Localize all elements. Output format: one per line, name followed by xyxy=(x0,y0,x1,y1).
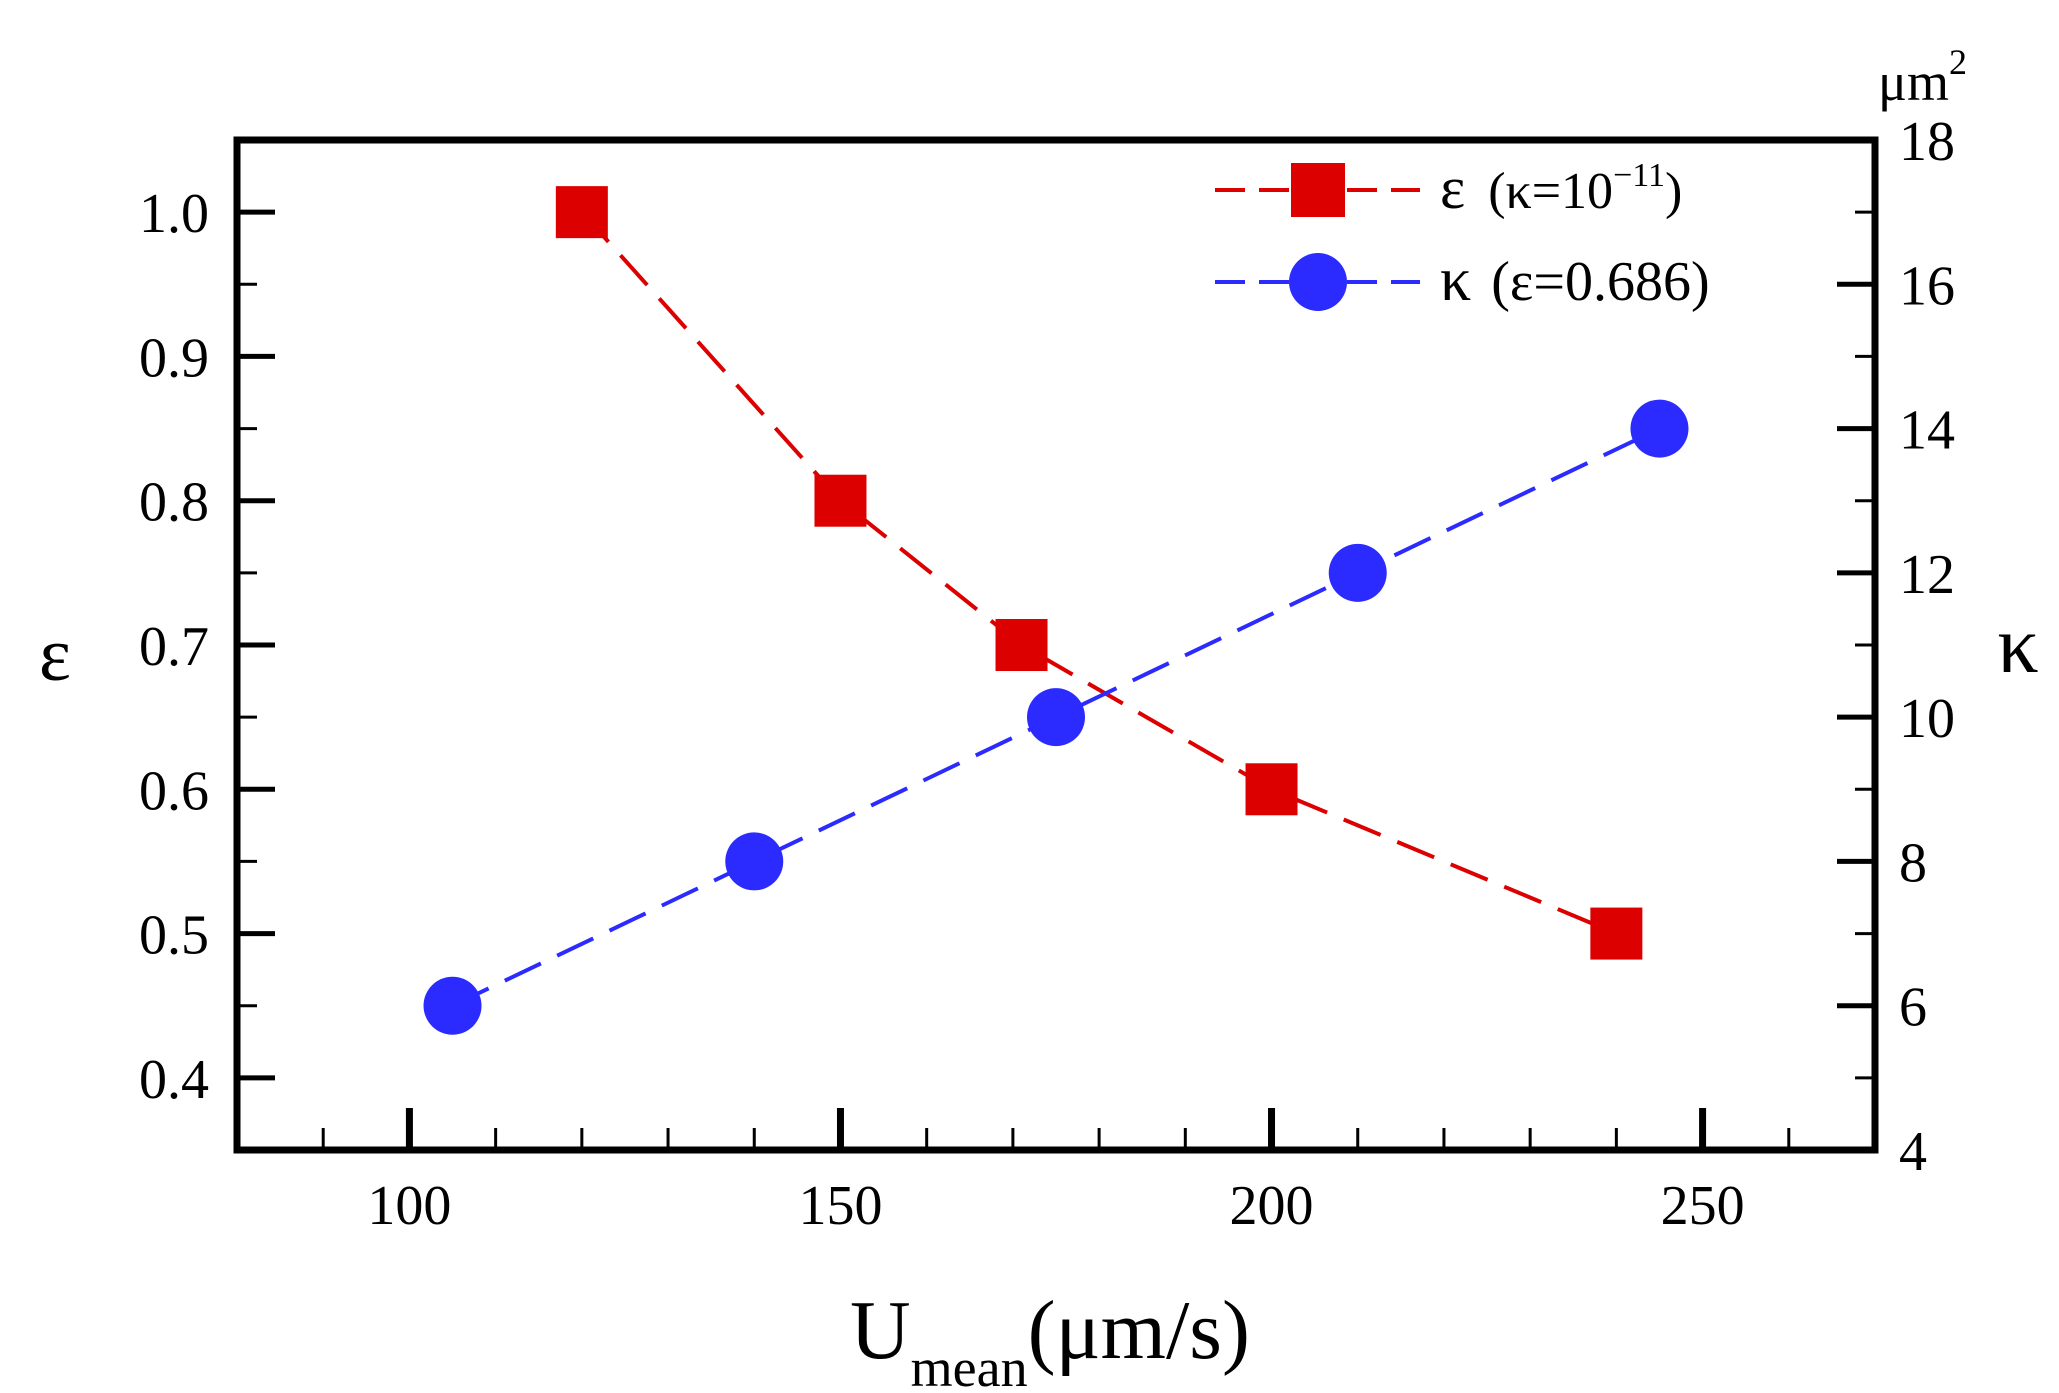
right-axis-unit-exponent: 2 xyxy=(1949,42,1967,82)
marker-kappa xyxy=(423,976,482,1035)
y-right-tick-label: 16 xyxy=(1899,255,1955,317)
marker-kappa xyxy=(1328,543,1387,602)
x-tick-label: 250 xyxy=(1661,1175,1745,1237)
legend-epsilon-close: ) xyxy=(1665,163,1682,220)
marker-epsilon xyxy=(1245,763,1298,816)
y-axis-right-title: κ xyxy=(1997,599,2038,690)
x-axis-title-subscript: mean xyxy=(911,1338,1028,1393)
legend-epsilon-cond: (κ=10 xyxy=(1488,163,1613,220)
y-left-tick-label: 0.6 xyxy=(139,760,209,822)
legend-label-epsilon: ε (κ=10−11) xyxy=(1440,155,1682,221)
legend: ε (κ=10−11) κ (ε=0.686) xyxy=(1215,155,1710,314)
y-right-tick-label: 12 xyxy=(1899,544,1955,606)
y-left-tick-label: 0.9 xyxy=(139,327,209,389)
series-line-epsilon xyxy=(580,210,1618,936)
marker-kappa xyxy=(725,832,784,891)
y-right-tick-label: 10 xyxy=(1899,688,1955,750)
y-left-tick-label: 0.8 xyxy=(139,472,209,534)
legend-epsilon-symbol: ε xyxy=(1440,155,1465,221)
legend-marker-kappa xyxy=(1289,253,1347,311)
right-axis-unit-base: μm xyxy=(1878,52,1949,112)
plot-frame xyxy=(233,136,1879,1154)
y-right-tick-label: 4 xyxy=(1899,1121,1927,1183)
tick-layer: 100 150 200 250 0.4 0.5 0.6 0.7 0.8 0.9 1.0 4 6 8 10 12… xyxy=(139,111,1955,1237)
y-left-tick-label: 0.5 xyxy=(139,905,209,967)
marker-layer xyxy=(423,186,1689,1035)
x-tick-label: 100 xyxy=(367,1175,451,1237)
marker-epsilon xyxy=(995,619,1048,671)
y-axis-left-title: ε xyxy=(39,613,71,697)
marker-epsilon xyxy=(1590,907,1643,960)
marker-kappa xyxy=(1630,399,1689,458)
legend-kappa-cond: (ε=0.686) xyxy=(1491,251,1709,313)
y-left-tick-label: 0.7 xyxy=(139,616,209,678)
right-axis-unit: μm2 xyxy=(1878,42,1967,112)
x-tick-label: 200 xyxy=(1230,1175,1314,1237)
legend-epsilon-exp: −11 xyxy=(1613,157,1665,194)
legend-kappa-symbol: κ xyxy=(1440,246,1471,314)
marker-epsilon xyxy=(555,186,608,239)
y-right-tick-label: 18 xyxy=(1899,111,1955,173)
series-layer xyxy=(451,210,1661,1008)
y-left-tick-label: 0.4 xyxy=(139,1049,209,1111)
x-axis-title: Umean(μm/s) xyxy=(850,1284,1250,1393)
legend-label-kappa: κ (ε=0.686) xyxy=(1440,246,1710,314)
y-right-tick-label: 8 xyxy=(1899,832,1927,894)
y-left-tick-label: 1.0 xyxy=(139,183,209,245)
legend-marker-epsilon xyxy=(1291,163,1345,217)
y-right-tick-label: 14 xyxy=(1899,400,1955,462)
x-tick-label: 150 xyxy=(798,1175,882,1237)
x-axis-title-main: U xyxy=(850,1284,911,1377)
y-right-tick-label: 6 xyxy=(1899,977,1927,1039)
marker-kappa xyxy=(1027,688,1085,747)
x-axis-title-unit: (μm/s) xyxy=(1028,1284,1250,1377)
marker-epsilon xyxy=(814,474,867,527)
